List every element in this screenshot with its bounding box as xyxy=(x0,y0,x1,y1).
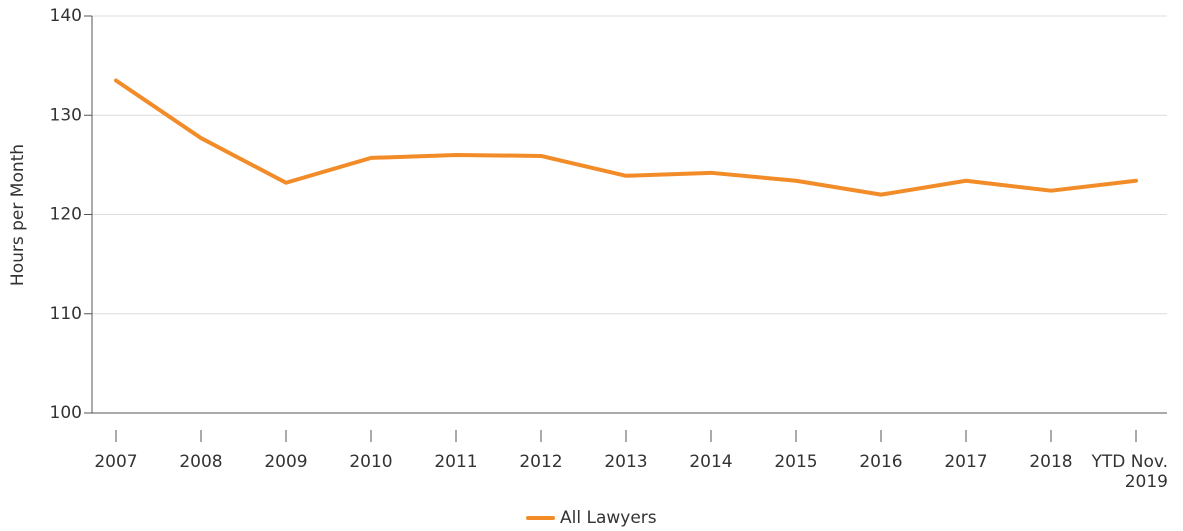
y-tick-label: 120 xyxy=(50,205,82,225)
x-tick-label: 2018 xyxy=(1029,452,1073,472)
y-tick-label: 130 xyxy=(50,105,82,125)
x-tick-label: 2013 xyxy=(604,452,648,472)
x-tick-label: 2008 xyxy=(179,452,223,472)
y-tick-label: 140 xyxy=(50,6,82,26)
x-tick-label: 2012 xyxy=(519,452,563,472)
x-tick-label: 2007 xyxy=(94,452,138,472)
x-tick-label: 2014 xyxy=(689,452,733,472)
x-tick-label: 2015 xyxy=(774,452,818,472)
x-tick-label: 2016 xyxy=(859,452,903,472)
x-tick-label: 2010 xyxy=(349,452,393,472)
legend-label: All Lawyers xyxy=(560,508,657,528)
x-tick-label: 2017 xyxy=(944,452,988,472)
line-series xyxy=(114,78,1138,197)
y-tick-label: 100 xyxy=(50,403,82,423)
x-tick-label: 2009 xyxy=(264,452,308,472)
x-tick-label: YTD Nov. 2019 xyxy=(1091,452,1168,492)
y-tick-label: 110 xyxy=(50,304,82,324)
x-tick-label: 2011 xyxy=(434,452,478,472)
y-axis-title: Hours per Month xyxy=(8,144,28,286)
